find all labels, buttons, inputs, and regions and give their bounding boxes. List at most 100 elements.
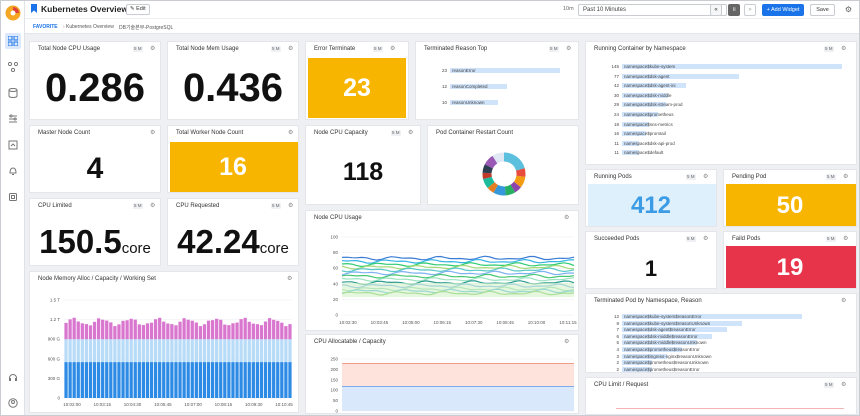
- bar-alloc: [101, 339, 105, 363]
- y-tick-label: 100: [330, 235, 338, 240]
- report-icon[interactable]: [5, 137, 21, 153]
- widget-node-memory-alloc[interactable]: Node Memory Alloc / Capacity / Working S…: [29, 271, 299, 413]
- widget-error-terminate[interactable]: Error Terminate 5 M ⚙ 23: [305, 41, 409, 120]
- widget-gear-icon[interactable]: ⚙: [390, 46, 396, 52]
- widget-failed-pods[interactable]: Faild Pods 5 M ⚙ 19: [723, 231, 857, 289]
- widget-gear-icon[interactable]: ⚙: [288, 130, 294, 136]
- save-button[interactable]: Save: [810, 4, 835, 16]
- bar-value: 3: [616, 353, 619, 359]
- bar-alloc: [235, 339, 239, 363]
- widget-total-node-cpu-usage[interactable]: Total Node CPU Usage 5 M ⚙ 0.286: [29, 41, 161, 120]
- widget-gear-icon[interactable]: ⚙: [288, 46, 294, 52]
- bar-value: 6: [616, 333, 619, 339]
- forward-button[interactable]: »: [744, 4, 756, 16]
- widget-gear-icon[interactable]: ⚙: [843, 236, 849, 242]
- x-tick-label: 10:02:00: [63, 402, 81, 407]
- widget-gear-icon[interactable]: ⚙: [564, 339, 570, 345]
- widget-total-node-mem-usage[interactable]: Total Node Mem Usage 5 M ⚙ 0.436: [167, 41, 299, 120]
- widget-title: CPU Requested: [176, 203, 220, 209]
- widget-terminated-pod-by-namespace[interactable]: Terminated Pod by Namespace, Reason ⚙ 12…: [585, 293, 857, 373]
- bar-value: 16: [613, 131, 619, 137]
- widget-cpu-allocatable[interactable]: CPU Allocatable / Capacity ⚙ 250 200 150 10…: [305, 334, 579, 414]
- bar-capacity: [101, 319, 105, 340]
- widget-title: CPU Limited: [38, 203, 72, 209]
- donut-slice: [482, 152, 526, 196]
- widget-gear-icon[interactable]: ⚙: [841, 382, 847, 388]
- x-tick-label: 10:08:45: [496, 320, 514, 325]
- widget-gear-icon[interactable]: ⚙: [408, 130, 414, 136]
- widget-running-pods[interactable]: Running Pods 5 M ⚙ 412: [585, 169, 717, 227]
- bar: [450, 100, 498, 105]
- widget-gear-icon[interactable]: ⚙: [703, 174, 709, 180]
- dashboard-grid-icon[interactable]: [5, 33, 21, 49]
- bar-working-set: [227, 362, 231, 398]
- add-widget-button[interactable]: + Add Widget: [762, 4, 804, 16]
- bar-capacity: [178, 321, 182, 340]
- series-line: [341, 273, 575, 279]
- bar-label: namespace$dsk-agent-ini: [624, 83, 676, 89]
- bell-icon[interactable]: [5, 163, 21, 179]
- rewind-button[interactable]: «: [710, 4, 722, 16]
- y-tick-label: 250: [330, 357, 338, 362]
- widget-total-worker-node-count[interactable]: Total Worker Node Count ⚙ 16: [167, 125, 299, 193]
- bar-alloc: [109, 339, 113, 363]
- widget-gear-icon[interactable]: ⚙: [843, 174, 849, 180]
- widget-gear-icon[interactable]: ⚙: [150, 130, 156, 136]
- bar-working-set: [235, 362, 239, 398]
- user-avatar-icon[interactable]: [5, 395, 21, 411]
- stat-highlight: [588, 184, 716, 226]
- bar-capacity: [223, 324, 227, 340]
- widget-node-cpu-usage[interactable]: Node CPU Usage ⚙ 100 80 60 40 20 0 10:02:30 10:…: [305, 210, 579, 331]
- widget-gear-icon[interactable]: ⚙: [287, 276, 293, 282]
- database-icon[interactable]: [5, 85, 21, 101]
- bar-alloc: [194, 339, 198, 363]
- bar-label: namespace$default: [624, 150, 664, 156]
- widget-terminated-reason-top[interactable]: Terminated Reason Top 5 M ⚙ 23 reasonErro…: [415, 41, 579, 120]
- widget-pod-container-restart-count[interactable]: Pod Container Restart Count: [427, 125, 579, 205]
- widget-gear-icon[interactable]: ⚙: [564, 215, 570, 221]
- widget-cpu-requested[interactable]: CPU Requested 5 M ⚙ 42.24core: [167, 198, 299, 266]
- widget-gear-icon[interactable]: ⚙: [841, 298, 847, 304]
- bar-working-set: [219, 362, 223, 398]
- settings-gear-icon[interactable]: ⚙: [844, 5, 853, 14]
- widget-gear-icon[interactable]: ⚙: [150, 203, 156, 209]
- series-line: [341, 264, 574, 270]
- box-icon[interactable]: [5, 189, 21, 205]
- bar-capacity: [84, 324, 89, 340]
- bar-label: namespace$ingress-nginx$reasonUnknown: [624, 353, 712, 359]
- favorite-link[interactable]: FAVORITE: [33, 24, 58, 30]
- bar-working-set: [251, 362, 255, 398]
- time-range-select[interactable]: Past 10 Minutes▾: [578, 4, 727, 16]
- widget-cpu-limited[interactable]: CPU Limited 5 M ⚙ 150.5core: [29, 198, 161, 266]
- widget-pending-pod[interactable]: Pending Pod 5 M ⚙ 50: [723, 169, 857, 227]
- bookmark-icon[interactable]: [31, 4, 37, 13]
- bar-value: 12: [441, 84, 447, 89]
- widget-cpu-limit-request[interactable]: CPU Limit / Request 5 M ⚙: [585, 377, 857, 415]
- widget-gear-icon[interactable]: ⚙: [841, 46, 847, 52]
- widget-gear-icon[interactable]: ⚙: [288, 203, 294, 209]
- widget-title: Error Terminate: [314, 46, 356, 52]
- widget-title: Faild Pods: [732, 236, 761, 242]
- app-logo[interactable]: [4, 4, 22, 22]
- bar: [622, 121, 650, 127]
- sliders-icon[interactable]: [5, 111, 21, 127]
- widget-running-container-by-namespace[interactable]: Running Container by Namespace 5 M ⚙ 145…: [585, 41, 857, 165]
- widget-succeeded-pods[interactable]: Succeeded Pods 5 M ⚙ 1: [585, 231, 717, 289]
- widget-master-node-count[interactable]: Master Node Count ⚙ 4: [29, 125, 161, 193]
- widget-gear-icon[interactable]: ⚙: [566, 46, 572, 52]
- breadcrumb-dashboard[interactable]: Kubernetes Overview: [66, 24, 114, 30]
- edit-button[interactable]: ✎ Edit: [126, 4, 150, 15]
- support-icon[interactable]: [5, 369, 21, 385]
- pause-button[interactable]: ॥: [728, 4, 740, 16]
- bar: [622, 92, 668, 98]
- topology-icon[interactable]: [5, 59, 21, 75]
- y-tick-label: 50: [333, 398, 339, 403]
- bar-capacity: [121, 320, 125, 340]
- breadcrumb-project[interactable]: DB기술본부-PostgreSQL: [119, 25, 174, 31]
- widget-gear-icon[interactable]: ⚙: [703, 236, 709, 242]
- widget-gear-icon[interactable]: ⚙: [150, 46, 156, 52]
- widget-node-cpu-capacity[interactable]: Node CPU Capacity 5 M ⚙ 118: [305, 125, 421, 205]
- bar-working-set: [88, 362, 93, 398]
- bar-capacity: [267, 318, 272, 340]
- bar-working-set: [210, 362, 215, 398]
